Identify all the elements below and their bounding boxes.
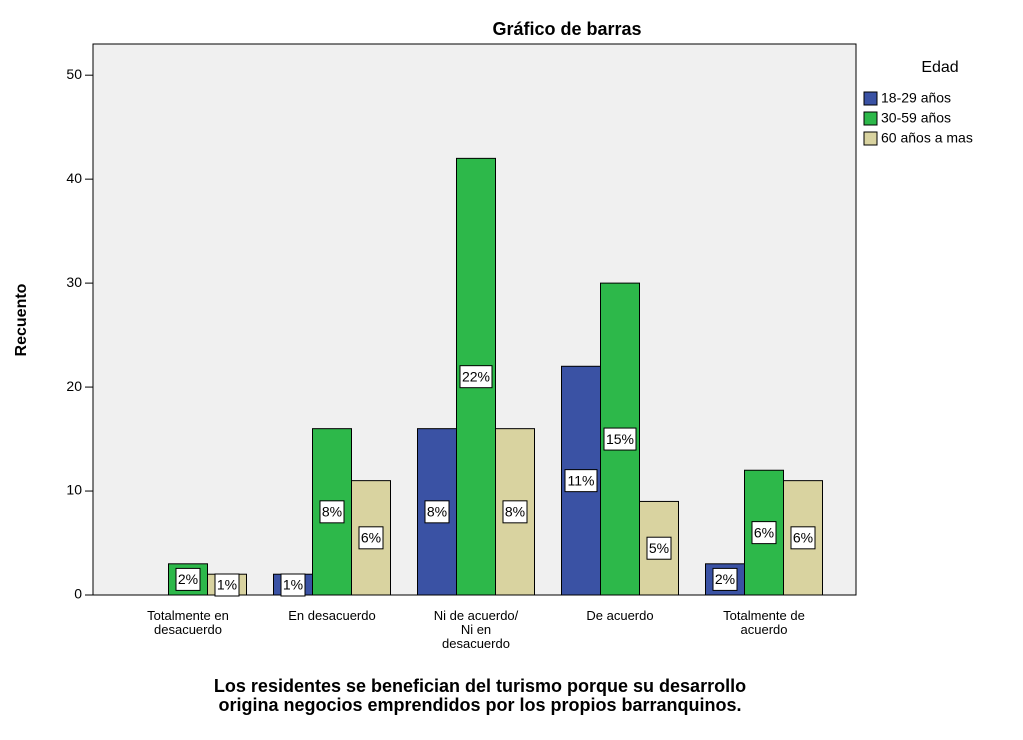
value-label-box	[280, 573, 306, 597]
value-label-box	[214, 573, 240, 597]
value-label-box	[603, 427, 637, 451]
value-label: 8%	[427, 504, 447, 520]
value-label-box	[712, 567, 738, 591]
value-label: 6%	[361, 530, 381, 546]
y-tick-label: 20	[66, 378, 82, 394]
value-label-box	[751, 521, 777, 545]
y-axis-label: Recuento	[13, 283, 30, 356]
y-tick-label: 30	[66, 274, 82, 290]
value-label: 11%	[568, 472, 595, 488]
value-label-box	[564, 469, 598, 493]
value-label: 22%	[462, 368, 490, 384]
value-label: 8%	[505, 504, 525, 520]
value-label-box	[175, 567, 201, 591]
value-label-box	[319, 500, 345, 524]
legend-label: 60 años a mas	[881, 130, 973, 146]
value-label-box	[358, 526, 384, 550]
x-tick-label: Totalmente de acuerdo	[723, 608, 805, 637]
value-label-box	[790, 526, 816, 550]
y-tick-label: 50	[66, 66, 82, 82]
value-label: 6%	[793, 530, 813, 546]
value-label-box	[646, 536, 672, 560]
chart-title: Gráfico de barras	[492, 19, 641, 39]
value-label: 2%	[178, 571, 198, 587]
legend-swatch	[863, 111, 878, 126]
value-label-box	[459, 365, 493, 389]
legend-label: 18-29 años	[881, 90, 951, 106]
value-label: 5%	[649, 540, 669, 556]
x-tick-label: Ni de acuerdo/ Ni en desacuerdo	[433, 608, 519, 651]
value-label-box	[502, 500, 528, 524]
legend-swatch	[863, 131, 878, 146]
x-tick-label: De acuerdo	[586, 608, 654, 623]
value-label: 1%	[217, 577, 237, 593]
value-label: 2%	[715, 571, 735, 587]
legend-title: Edad	[921, 59, 958, 76]
legend-swatch	[863, 91, 878, 106]
y-tick-label: 40	[66, 170, 82, 186]
y-tick-label: 0	[74, 586, 82, 602]
x-tick-label: En desacuerdo	[288, 608, 376, 623]
legend-label: 30-59 años	[881, 110, 951, 126]
value-label: 8%	[322, 504, 342, 520]
value-label-box	[424, 500, 450, 524]
y-tick-label: 10	[66, 482, 82, 498]
value-label: 15%	[606, 431, 634, 447]
bar	[495, 428, 535, 596]
value-label: 6%	[754, 524, 774, 540]
value-label: 1%	[283, 577, 303, 593]
x-axis-label: Los residentes se benefician del turismo…	[213, 676, 747, 715]
x-tick-label: Totalmente en desacuerdo	[147, 608, 229, 637]
